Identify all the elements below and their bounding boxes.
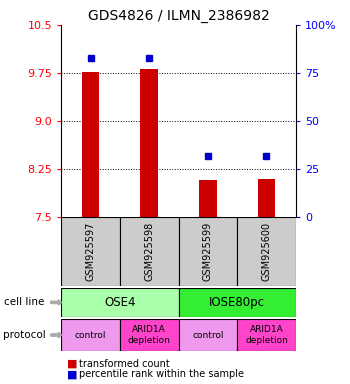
Text: ■: ■	[66, 369, 77, 379]
Bar	[61, 319, 120, 351]
Text: transformed count: transformed count	[79, 359, 169, 369]
Bar	[178, 217, 237, 286]
Text: GSM925600: GSM925600	[261, 222, 272, 281]
Bar	[61, 288, 178, 317]
Text: cell line: cell line	[4, 297, 44, 308]
Text: GSM925598: GSM925598	[144, 222, 154, 281]
Bar	[178, 288, 296, 317]
Text: IOSE80pc: IOSE80pc	[209, 296, 265, 309]
Text: ARID1A
depletion: ARID1A depletion	[128, 325, 171, 345]
Text: protocol: protocol	[4, 330, 46, 340]
Text: OSE4: OSE4	[104, 296, 136, 309]
Bar	[120, 319, 178, 351]
Text: ■: ■	[66, 359, 77, 369]
Text: GSM925597: GSM925597	[85, 222, 96, 281]
Bar	[258, 179, 275, 217]
Bar	[237, 319, 296, 351]
Text: control: control	[75, 331, 106, 339]
Text: ARID1A
depletion: ARID1A depletion	[245, 325, 288, 345]
Text: control: control	[192, 331, 224, 339]
Bar	[120, 217, 178, 286]
Text: GSM925599: GSM925599	[203, 222, 213, 281]
Bar	[178, 319, 237, 351]
Bar	[237, 217, 296, 286]
Bar	[61, 217, 120, 286]
Bar	[140, 69, 158, 217]
Bar	[199, 180, 217, 217]
Title: GDS4826 / ILMN_2386982: GDS4826 / ILMN_2386982	[88, 8, 270, 23]
Bar	[82, 72, 99, 217]
Text: percentile rank within the sample: percentile rank within the sample	[79, 369, 244, 379]
